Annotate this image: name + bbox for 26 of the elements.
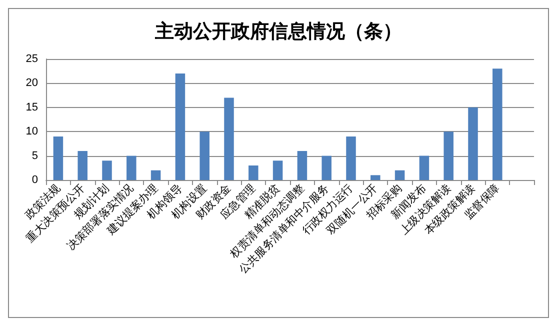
y-tick-label: 0 [32, 174, 38, 186]
bar [492, 68, 502, 180]
bar [419, 156, 430, 180]
bar [126, 156, 136, 180]
bar [346, 136, 356, 180]
bar [444, 132, 454, 180]
bar [224, 98, 234, 180]
y-tick-label: 10 [26, 126, 38, 138]
bar [150, 170, 161, 180]
bar [468, 107, 478, 180]
bar [370, 175, 380, 180]
y-tick-label: 25 [26, 53, 38, 65]
bar [53, 136, 64, 180]
bar [78, 150, 88, 180]
y-tick-label: 20 [26, 77, 38, 90]
bar [175, 74, 186, 180]
bar [102, 160, 112, 180]
chart-title: 主动公开政府信息情况（条） [154, 20, 402, 42]
bar [322, 156, 332, 180]
y-tick-label: 15 [26, 101, 38, 114]
bar [297, 150, 308, 180]
bar [394, 170, 405, 180]
y-tick-label: 5 [32, 150, 38, 162]
bar [200, 132, 210, 180]
bar [248, 165, 258, 180]
bar [272, 160, 283, 180]
